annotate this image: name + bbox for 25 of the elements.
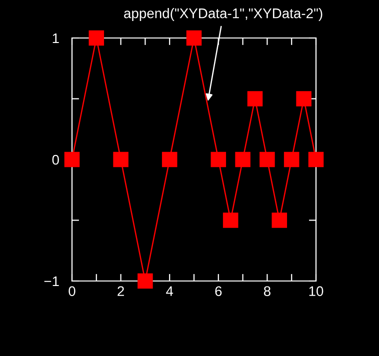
point: [247, 91, 263, 106]
point: [260, 152, 275, 168]
point: [308, 152, 324, 168]
point: [235, 152, 250, 168]
point: [210, 152, 226, 168]
point: [113, 152, 128, 168]
x-tick-label: 4: [166, 286, 174, 296]
point: [162, 152, 178, 168]
x-tick-label: 10: [309, 286, 324, 296]
annotation: append("XYData-1","XYData-2"): [124, 8, 322, 21]
x-tick-label: 0: [68, 286, 76, 296]
point: [284, 152, 300, 168]
point: [272, 212, 288, 228]
x-tick-label: 6: [215, 286, 222, 296]
point: [64, 152, 80, 168]
point: [186, 30, 202, 46]
y-tick-label: 1: [52, 33, 59, 44]
point: [296, 91, 312, 106]
point: [138, 273, 153, 289]
y-tick-label: 0: [52, 154, 59, 165]
point: [222, 212, 238, 228]
point: [88, 30, 104, 46]
y-tick-label: −1: [44, 276, 59, 286]
x-tick-label: 2: [118, 286, 124, 296]
x-tick-label: 8: [264, 286, 270, 296]
